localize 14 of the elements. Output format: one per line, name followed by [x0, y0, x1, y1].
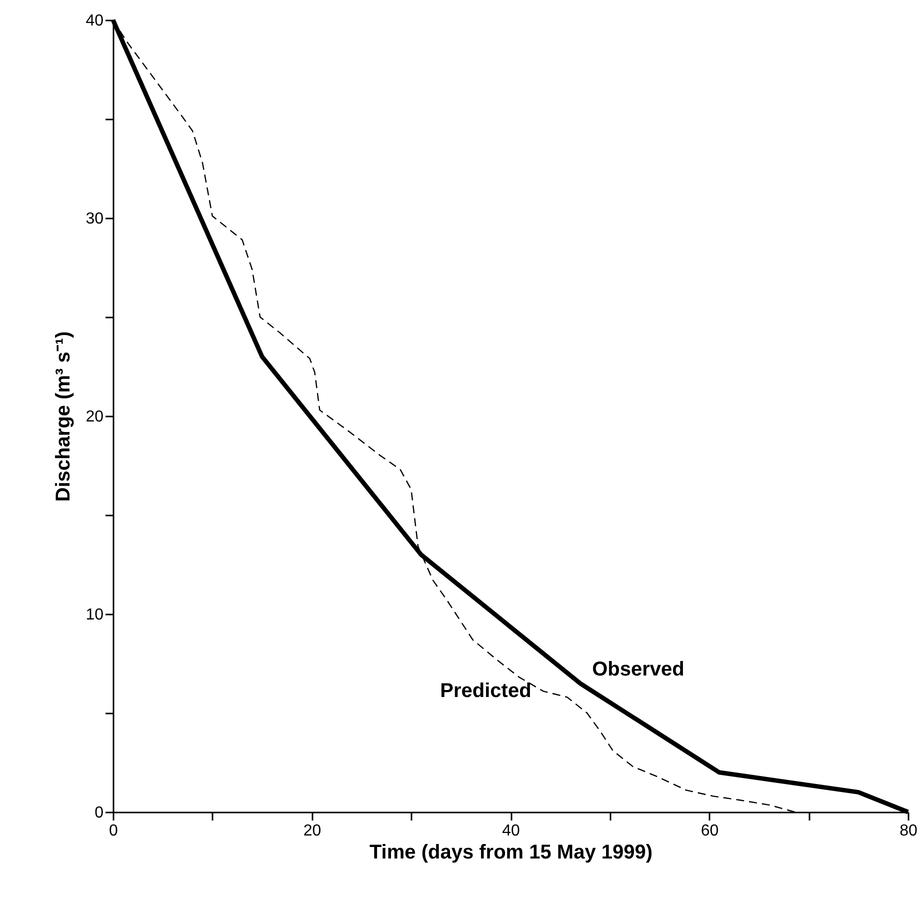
series-label: Observed	[592, 658, 684, 680]
x-axis-title: Time (days from 15 May 1999)	[369, 842, 653, 864]
x-tick-label: 60	[700, 822, 719, 840]
x-tick-label: 20	[303, 822, 322, 840]
x-tick-label: 40	[502, 822, 520, 840]
x-tick-label: 80	[900, 822, 918, 840]
y-tick-label: 20	[86, 408, 104, 426]
y-tick-label: 40	[86, 12, 104, 30]
series-label: Predicted	[440, 680, 532, 702]
y-tick-label: 10	[86, 606, 104, 624]
x-tick-label: 0	[109, 822, 118, 840]
y-tick-label: 30	[86, 210, 104, 228]
y-axis-title: Discharge (m³ s⁻¹)	[52, 331, 75, 502]
y-tick-label: 0	[94, 804, 104, 822]
